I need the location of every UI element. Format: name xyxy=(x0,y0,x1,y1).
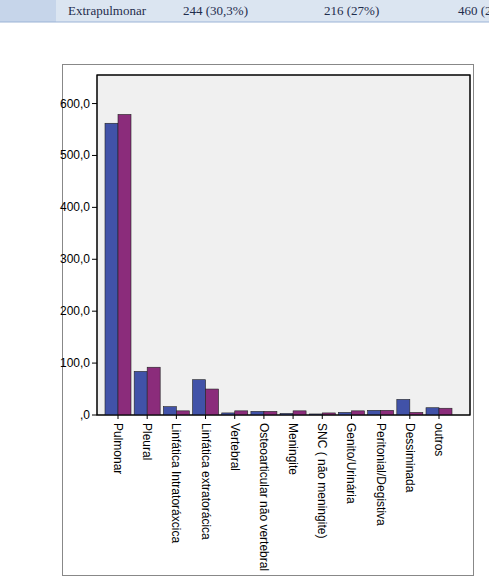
table-cell: Extrapulmonar xyxy=(68,3,147,18)
bar xyxy=(134,371,147,415)
table-row: Extrapulmonar 244 (30,3%) 216 (27%) 460 (2 xyxy=(0,0,489,22)
x-tick xyxy=(409,415,410,419)
y-tick xyxy=(92,155,97,156)
bar xyxy=(118,114,131,415)
y-tick-label: 200,0 xyxy=(60,304,90,318)
y-tick xyxy=(92,363,97,364)
x-tick xyxy=(380,415,381,419)
table-cell: 244 (30,3%) xyxy=(183,3,248,18)
chart-border xyxy=(63,65,474,576)
x-tick xyxy=(293,415,294,419)
bar xyxy=(381,410,394,415)
y-tick-label: 100,0 xyxy=(60,356,90,370)
bar xyxy=(293,411,306,415)
x-tick xyxy=(322,415,323,419)
x-tick-label: outros xyxy=(432,423,446,456)
row-background xyxy=(0,0,489,22)
bar xyxy=(105,123,118,415)
bar xyxy=(176,411,189,415)
bar xyxy=(235,411,248,415)
x-tick xyxy=(263,415,264,419)
x-tick xyxy=(205,415,206,419)
bar xyxy=(397,399,410,415)
x-tick-label: Linfática extratorácica xyxy=(199,423,213,540)
bar xyxy=(368,410,381,415)
row-border xyxy=(0,22,489,23)
x-tick-label: Linfática Intratoráxcica xyxy=(169,423,183,543)
y-tick-label: 300,0 xyxy=(60,252,90,266)
x-tick-label: SNC ( não meningite) xyxy=(315,423,329,538)
x-tick xyxy=(439,415,440,419)
bar xyxy=(439,408,452,415)
x-tick-label: Pleural xyxy=(140,423,154,460)
x-tick xyxy=(234,415,235,419)
plot-area xyxy=(97,75,470,415)
x-tick-label: Peritonial/Degistiva xyxy=(374,423,388,526)
row-header-cell xyxy=(0,0,56,22)
page: Extrapulmonar 244 (30,3%) 216 (27%) 460 (2,… xyxy=(0,0,489,577)
bar xyxy=(147,367,160,415)
x-tick-label: Meningite xyxy=(286,423,300,475)
bar xyxy=(163,407,176,415)
x-tick xyxy=(118,415,119,419)
y-tick xyxy=(92,207,97,208)
x-tick-label: Osteoarticular não vertebral xyxy=(257,423,271,571)
bars xyxy=(105,114,452,415)
x-tick xyxy=(176,415,177,419)
x-tick-label: Vertebral xyxy=(228,423,242,471)
y-tick-label: 400,0 xyxy=(60,200,90,214)
y-tick xyxy=(92,415,97,416)
y-tick-label: 500,0 xyxy=(60,148,90,162)
x-tick xyxy=(351,415,352,419)
bar xyxy=(264,411,277,415)
x-tick-label: Dessiminada xyxy=(403,423,417,493)
y-tick xyxy=(92,311,97,312)
y-tick-label: 600,0 xyxy=(60,97,90,111)
table-cell: 460 (2 xyxy=(458,3,489,18)
x-tick-label: Pulmonar xyxy=(111,423,125,474)
y-tick xyxy=(92,259,97,260)
bar xyxy=(206,389,219,415)
bar xyxy=(251,411,264,415)
bar xyxy=(426,408,439,415)
y-tick-label: ,0 xyxy=(80,408,90,422)
x-tick xyxy=(147,415,148,419)
bar xyxy=(193,380,206,415)
table-cell: 216 (27%) xyxy=(324,3,379,18)
y-tick xyxy=(92,103,97,104)
x-tick-label: Genito/Urinária xyxy=(344,423,358,504)
bar xyxy=(351,411,364,415)
plot-frame xyxy=(97,75,470,415)
